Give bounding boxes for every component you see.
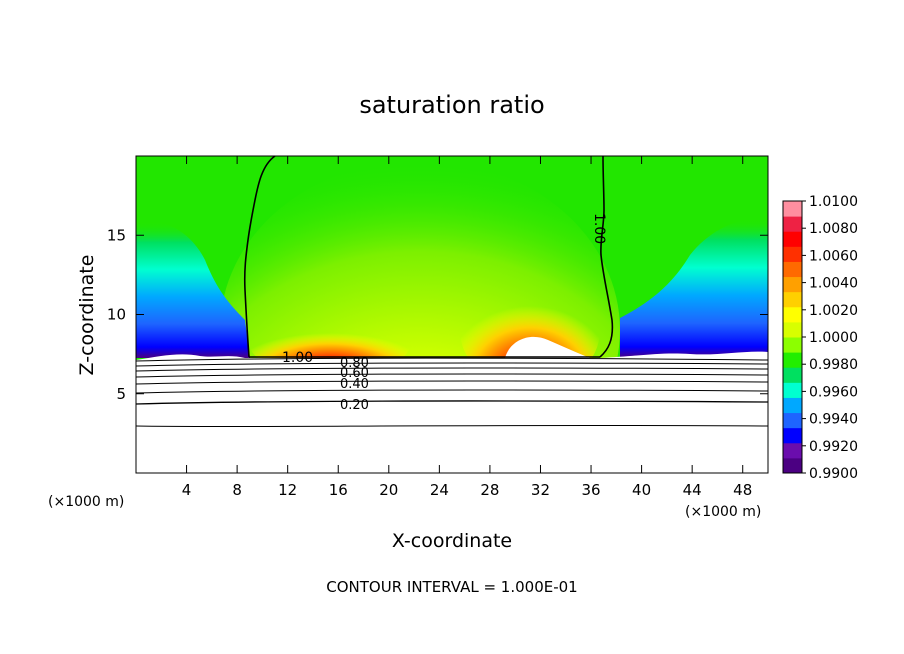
x-tick-label: 36 — [581, 481, 600, 499]
colorbar-tick-label: 0.9900 — [809, 466, 858, 482]
x-unit-right: (×1000 m) — [685, 504, 761, 520]
contour-label: 0.60 — [340, 366, 369, 381]
colorbar-swatch — [783, 442, 802, 459]
colorbar-tick-label: 0.9980 — [809, 357, 858, 373]
contour-f — [135, 389, 769, 394]
contour-d — [135, 373, 769, 378]
x-tick-label: 44 — [683, 481, 702, 499]
colorbar-tick-label: 0.9940 — [809, 412, 858, 428]
colorbar-swatch — [783, 246, 802, 262]
contour-label: 1.00 — [591, 213, 607, 244]
chart-title: saturation ratio — [359, 91, 544, 119]
contour-interval-footer: CONTOUR INTERVAL = 1.000E-01 — [326, 578, 577, 596]
contour-label: 0.40 — [340, 377, 369, 392]
colorbar-tick-label: 0.9960 — [809, 384, 858, 400]
contour-label: 0.20 — [340, 398, 369, 413]
colorbar-swatch — [783, 427, 802, 444]
colorbar-swatch — [783, 412, 802, 429]
colorbar-swatch — [783, 306, 802, 323]
colorbar-tick-label: 1.0060 — [809, 248, 858, 264]
colorbar-swatch — [783, 231, 802, 247]
x-tick-label: 12 — [278, 481, 297, 499]
colorbar-swatch — [783, 352, 802, 368]
colorbar-tick-label: 0.9920 — [809, 439, 858, 455]
contour-e — [135, 380, 769, 385]
field-lower-white — [136, 351, 768, 473]
colorbar-tick-label: 1.0040 — [809, 276, 858, 292]
y-axis: 5 10 15 — [107, 226, 768, 403]
x-axis: 4 8 12 16 20 24 28 32 36 40 44 48 — [182, 156, 752, 499]
contour-1-00-right — [599, 155, 614, 358]
contour-lines — [135, 155, 769, 428]
x-unit-left: (×1000 m) — [48, 494, 124, 510]
colorbar-swatch — [783, 457, 802, 474]
colorbar-tick-label: 1.0000 — [809, 330, 858, 346]
colorbar-tick-label: 1.0020 — [809, 303, 858, 319]
colorbar-swatch — [783, 382, 802, 398]
contour-label: 0.80 — [340, 356, 369, 371]
contour-a — [135, 357, 769, 362]
colorbar-tick-label: 1.0080 — [809, 221, 858, 237]
colorbar-swatch — [783, 321, 802, 338]
colorbar-swatch — [783, 337, 802, 353]
x-tick-label: 8 — [232, 481, 242, 499]
field-left-blue — [136, 221, 250, 358]
x-tick-label: 16 — [329, 481, 348, 499]
colorbar-ticks: 1.0100 1.0080 1.0060 1.0040 1.0020 1.0000 0.99… — [802, 194, 858, 482]
contour-c — [135, 367, 769, 372]
colorbar-swatch — [783, 261, 802, 278]
colorbar-swatch — [783, 367, 802, 383]
x-tick-label: 40 — [632, 481, 651, 499]
x-tick-label: 4 — [182, 481, 192, 499]
y-tick-label: 5 — [116, 385, 126, 403]
field-white-patch — [505, 336, 590, 358]
y-tick-label: 10 — [107, 306, 126, 324]
x-tick-label: 32 — [531, 481, 550, 499]
colorbar-swatch — [783, 201, 802, 217]
y-tick-label: 15 — [107, 226, 126, 244]
colorbar-swatch — [783, 397, 802, 414]
colorbar-swatch — [783, 216, 802, 232]
x-tick-label: 48 — [733, 481, 752, 499]
field-right-blue — [620, 219, 768, 358]
y-axis-label: Z-coordinate — [76, 255, 98, 376]
contour-h — [135, 424, 769, 428]
colorbar-swatch — [783, 276, 802, 293]
contour-label-group: 1.00 1.00 0.80 0.60 0.40 0.20 — [282, 213, 607, 413]
contour-1-00-left — [243, 155, 276, 358]
colorbar-tick-label: 1.0100 — [809, 194, 858, 210]
colorbar — [783, 201, 802, 474]
contour-b — [135, 362, 769, 367]
contour-label: 1.00 — [282, 350, 313, 366]
x-tick-label: 28 — [480, 481, 499, 499]
x-tick-label: 24 — [430, 481, 449, 499]
colorbar-swatch — [783, 291, 802, 308]
heatmap-field — [136, 156, 768, 473]
contour-g — [135, 400, 769, 405]
x-tick-label: 20 — [379, 481, 398, 499]
x-axis-label: X-coordinate — [392, 530, 512, 552]
